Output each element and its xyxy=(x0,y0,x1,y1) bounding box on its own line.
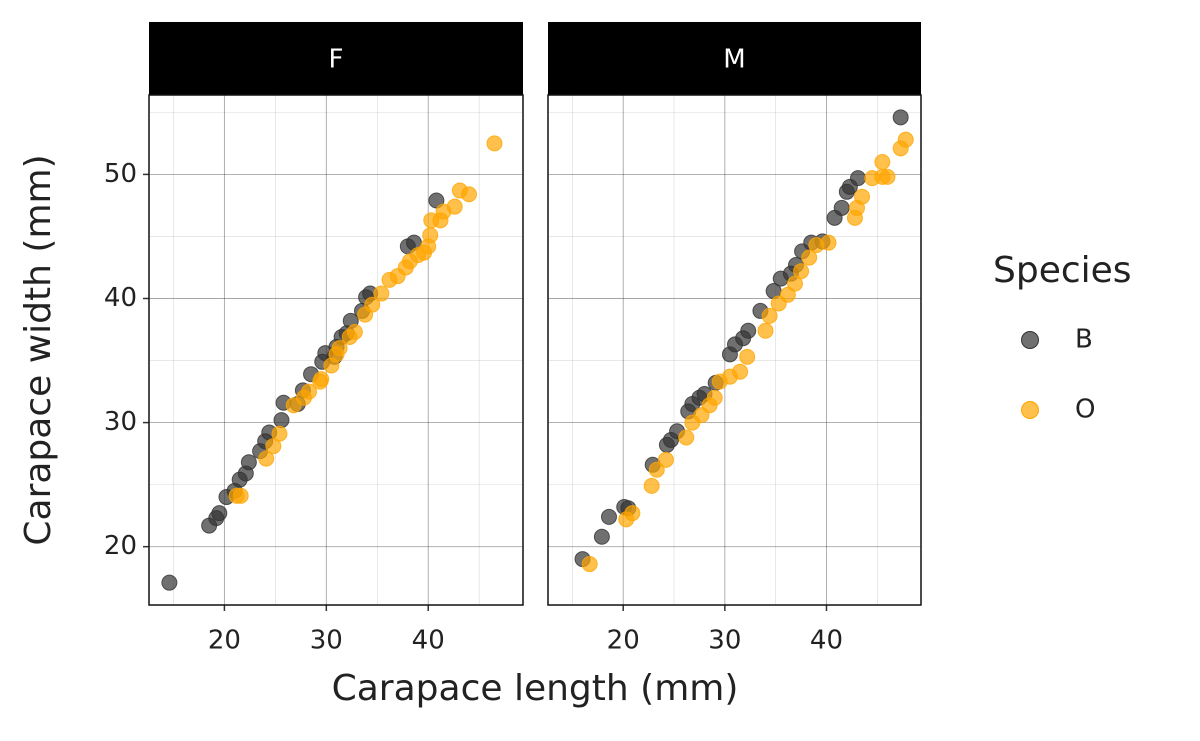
facet-title: F xyxy=(329,45,344,75)
point xyxy=(446,198,463,215)
point xyxy=(854,188,871,205)
x-tick-label: 20 xyxy=(208,626,241,656)
point xyxy=(211,505,228,522)
x-axis-label: Carapace length (mm) xyxy=(332,668,739,709)
point xyxy=(258,450,275,467)
point xyxy=(761,307,778,324)
point xyxy=(706,389,723,406)
point xyxy=(892,109,909,126)
point xyxy=(874,154,891,171)
facet-title: M xyxy=(723,45,745,75)
legend-label: B xyxy=(1075,325,1093,355)
point xyxy=(624,505,641,522)
point xyxy=(373,285,390,302)
x-tick-label: 40 xyxy=(412,626,445,656)
legend-label: O xyxy=(1075,395,1095,425)
point xyxy=(779,286,796,303)
point xyxy=(732,363,749,380)
point xyxy=(648,461,665,478)
point xyxy=(161,574,178,591)
point xyxy=(600,508,617,525)
point xyxy=(739,348,756,365)
point xyxy=(300,383,317,400)
point xyxy=(460,186,477,203)
panel-border xyxy=(148,94,524,606)
x-tick-label: 40 xyxy=(810,626,843,656)
y-tick-label: 40 xyxy=(104,283,137,313)
x-tick-label: 30 xyxy=(708,626,741,656)
point xyxy=(240,454,257,471)
point xyxy=(364,296,381,313)
point xyxy=(793,263,810,280)
panel-border xyxy=(547,94,922,606)
y-axis-label: Carapace width (mm) xyxy=(18,154,59,545)
x-tick-label: 20 xyxy=(607,626,640,656)
point xyxy=(273,412,290,429)
point xyxy=(897,131,914,148)
point xyxy=(331,340,348,357)
x-tick-label: 30 xyxy=(310,626,343,656)
point xyxy=(232,487,249,504)
strip xyxy=(149,22,523,95)
point xyxy=(422,227,439,244)
strip xyxy=(548,22,921,95)
legend-title: Species xyxy=(993,250,1132,291)
point xyxy=(486,135,503,152)
point xyxy=(593,528,610,545)
point xyxy=(820,234,837,251)
legend-key xyxy=(1021,331,1039,349)
legend-key xyxy=(1021,401,1039,419)
point xyxy=(801,249,818,266)
y-tick-label: 50 xyxy=(104,159,137,189)
point xyxy=(757,322,774,339)
point xyxy=(833,199,850,216)
point xyxy=(879,168,896,185)
point xyxy=(643,477,660,494)
point xyxy=(678,429,695,446)
y-tick-label: 20 xyxy=(104,531,137,561)
point xyxy=(428,192,445,209)
y-tick-label: 30 xyxy=(104,407,137,437)
point xyxy=(657,451,674,468)
point xyxy=(346,324,363,341)
point xyxy=(740,322,757,339)
point xyxy=(849,170,866,187)
point xyxy=(581,556,598,573)
point xyxy=(312,373,329,390)
point xyxy=(271,425,288,442)
